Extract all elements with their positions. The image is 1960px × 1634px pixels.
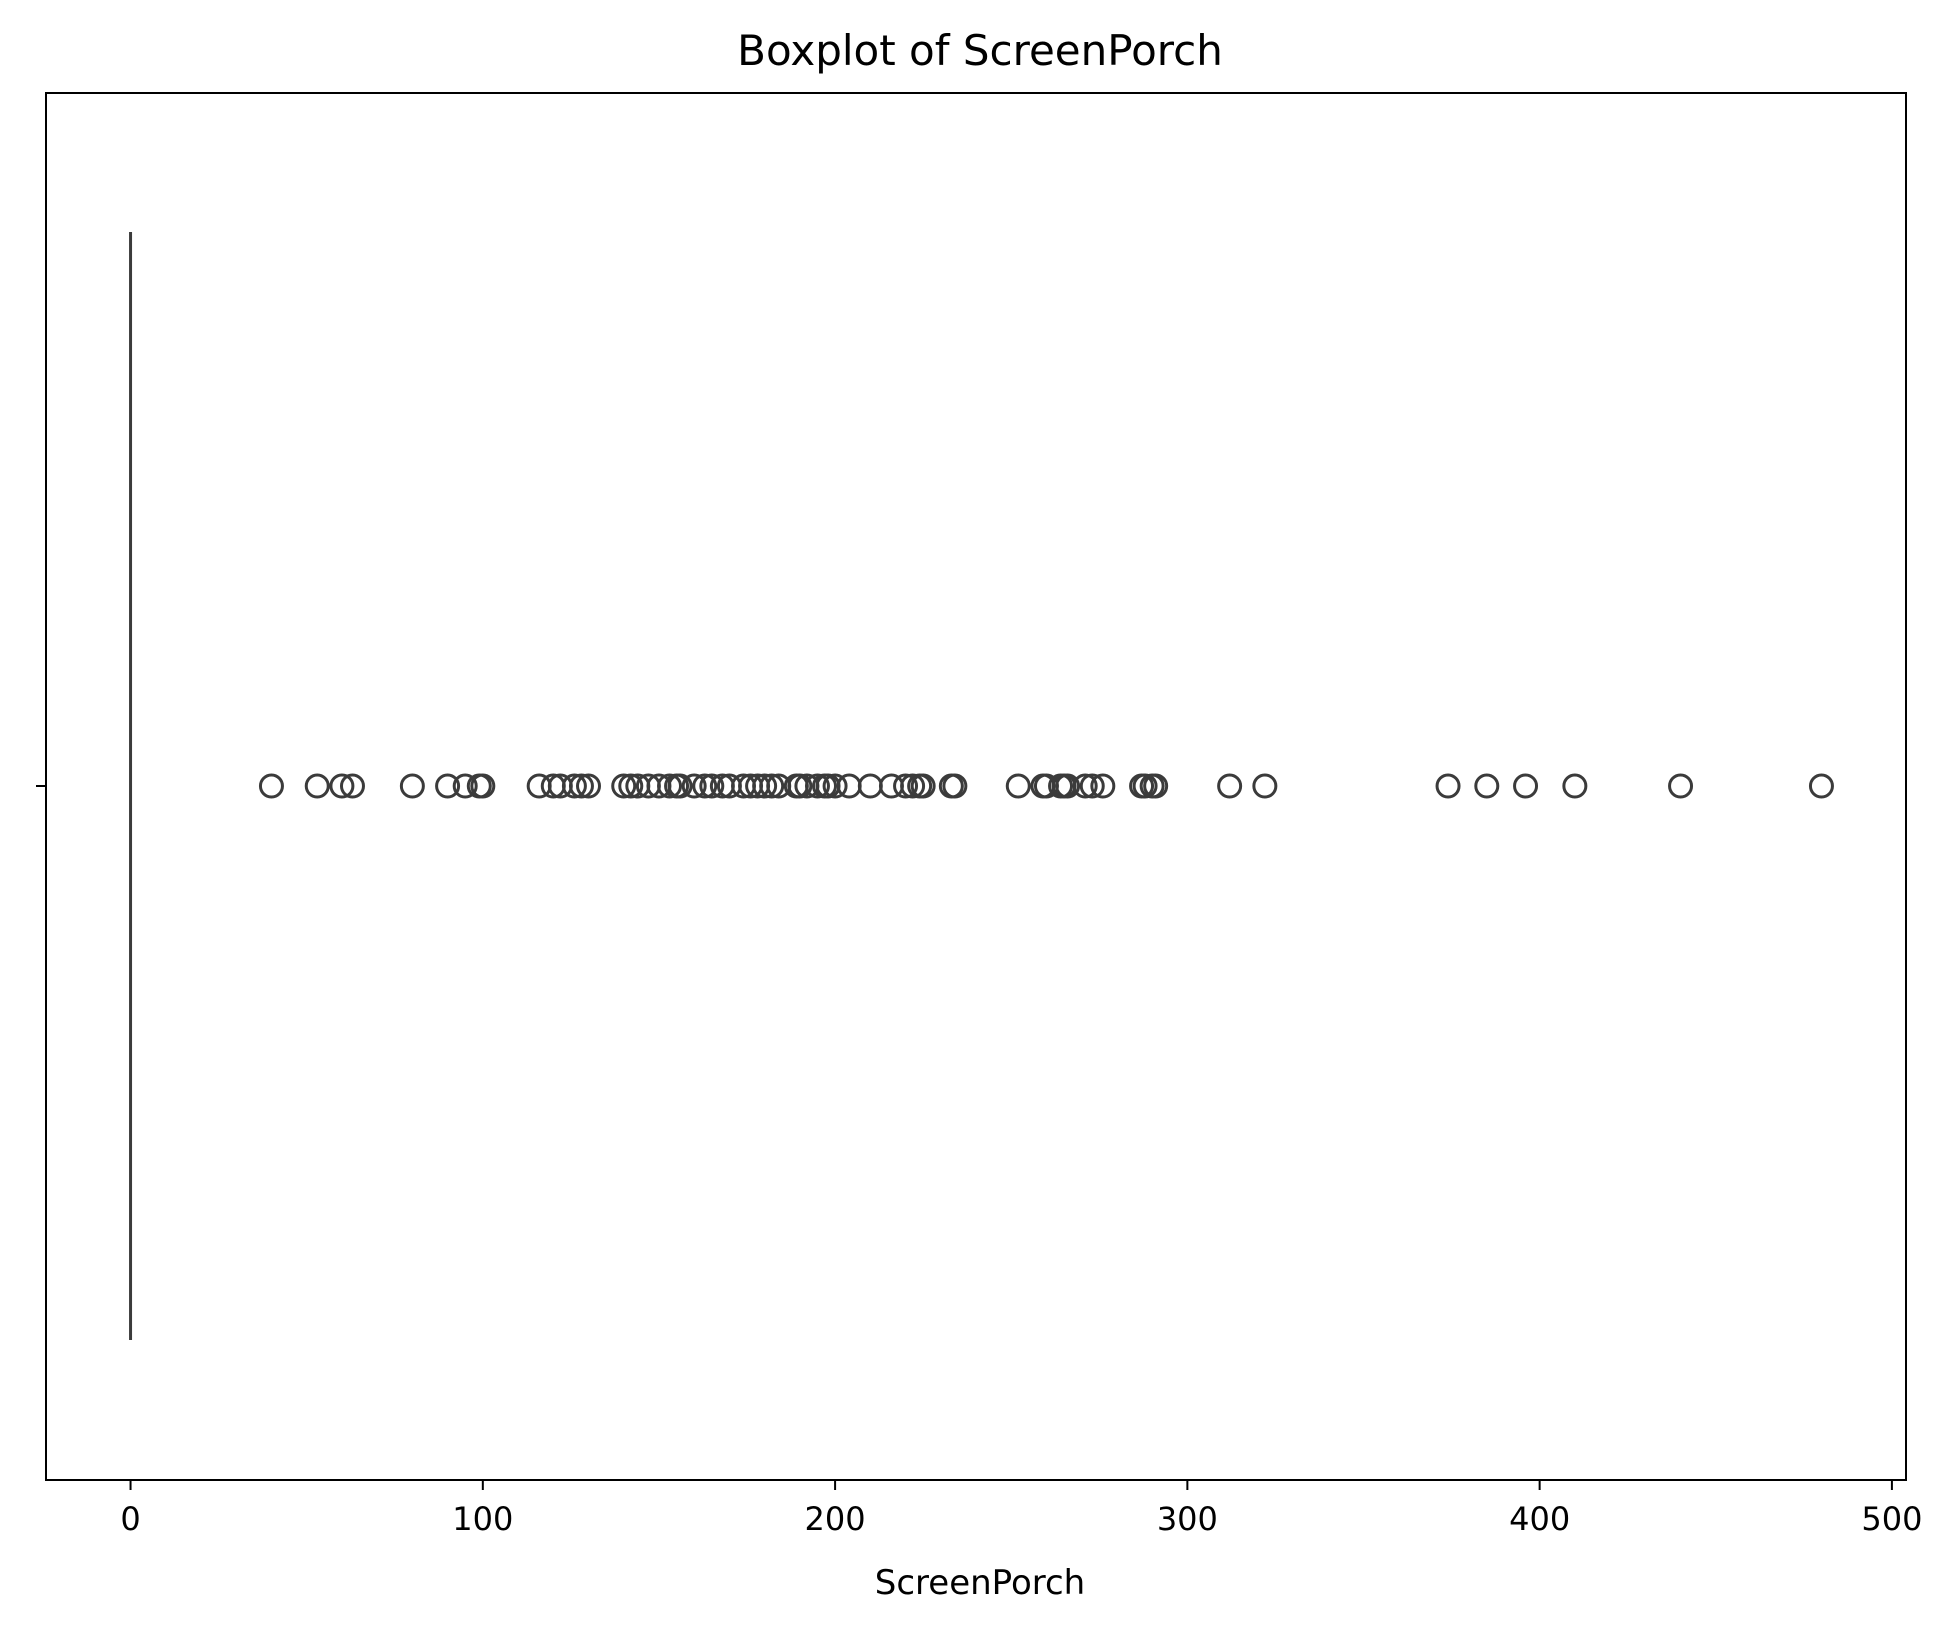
outlier-point-2 — [329, 773, 355, 799]
outlier-point-42 — [857, 773, 883, 799]
x-tick-label-200: 200 — [805, 1500, 866, 1538]
chart-title: Boxplot of ScreenPorch — [737, 26, 1223, 75]
outlier-point-65 — [1435, 773, 1461, 799]
outlier-point-41 — [836, 773, 862, 799]
outlier-point-31 — [752, 773, 778, 799]
outlier-point-56 — [1072, 773, 1098, 799]
outlier-point-55 — [1055, 773, 1081, 799]
outlier-point-62 — [1143, 773, 1169, 799]
outlier-point-40 — [822, 773, 848, 799]
outlier-point-12 — [561, 773, 587, 799]
outlier-point-24 — [692, 773, 718, 799]
x-tick-label-0: 0 — [120, 1500, 140, 1538]
outlier-point-3 — [339, 773, 365, 799]
outlier-point-70 — [1808, 773, 1834, 799]
outlier-point-23 — [681, 773, 707, 799]
outlier-point-60 — [1132, 773, 1158, 799]
outlier-point-15 — [611, 773, 637, 799]
outlier-point-63 — [1217, 773, 1243, 799]
outlier-point-22 — [667, 773, 693, 799]
outlier-point-58 — [1090, 773, 1116, 799]
outlier-point-37 — [804, 773, 830, 799]
outlier-point-14 — [576, 773, 601, 799]
outlier-point-32 — [759, 773, 785, 799]
x-tick-label-300: 300 — [1157, 1500, 1218, 1538]
outlier-point-1 — [304, 773, 330, 799]
x-tick-label-400: 400 — [1509, 1500, 1570, 1538]
outlier-point-57 — [1079, 773, 1105, 799]
outlier-point-4 — [399, 773, 425, 799]
plot-area: 0 100 200 300 400 500 — [36, 92, 1922, 1538]
outlier-point-13 — [568, 773, 594, 799]
outlier-point-68 — [1562, 773, 1588, 799]
axes-frame — [45, 92, 1907, 1481]
x-tick-label-500: 500 — [1861, 1500, 1922, 1538]
outlier-point-45 — [900, 773, 926, 799]
outlier-point-6 — [452, 773, 478, 799]
outlier-point-64 — [1252, 773, 1278, 799]
outlier-point-49 — [942, 773, 968, 799]
outlier-point-44 — [893, 773, 919, 799]
outlier-point-16 — [618, 773, 644, 799]
outlier-point-35 — [787, 773, 813, 799]
outlier-point-5 — [435, 773, 461, 799]
outlier-point-8 — [470, 773, 496, 799]
outlier-point-47 — [910, 773, 936, 799]
outlier-point-0 — [258, 773, 284, 799]
outlier-point-20 — [657, 773, 683, 799]
outlier-point-69 — [1668, 773, 1694, 799]
outlier-point-66 — [1474, 773, 1500, 799]
x-axis-label: ScreenPorch — [875, 1563, 1085, 1603]
outlier-point-67 — [1513, 773, 1539, 799]
outlier-point-50 — [1005, 773, 1031, 799]
x-tick-label-100: 100 — [452, 1500, 513, 1538]
outlier-point-25 — [699, 773, 725, 799]
